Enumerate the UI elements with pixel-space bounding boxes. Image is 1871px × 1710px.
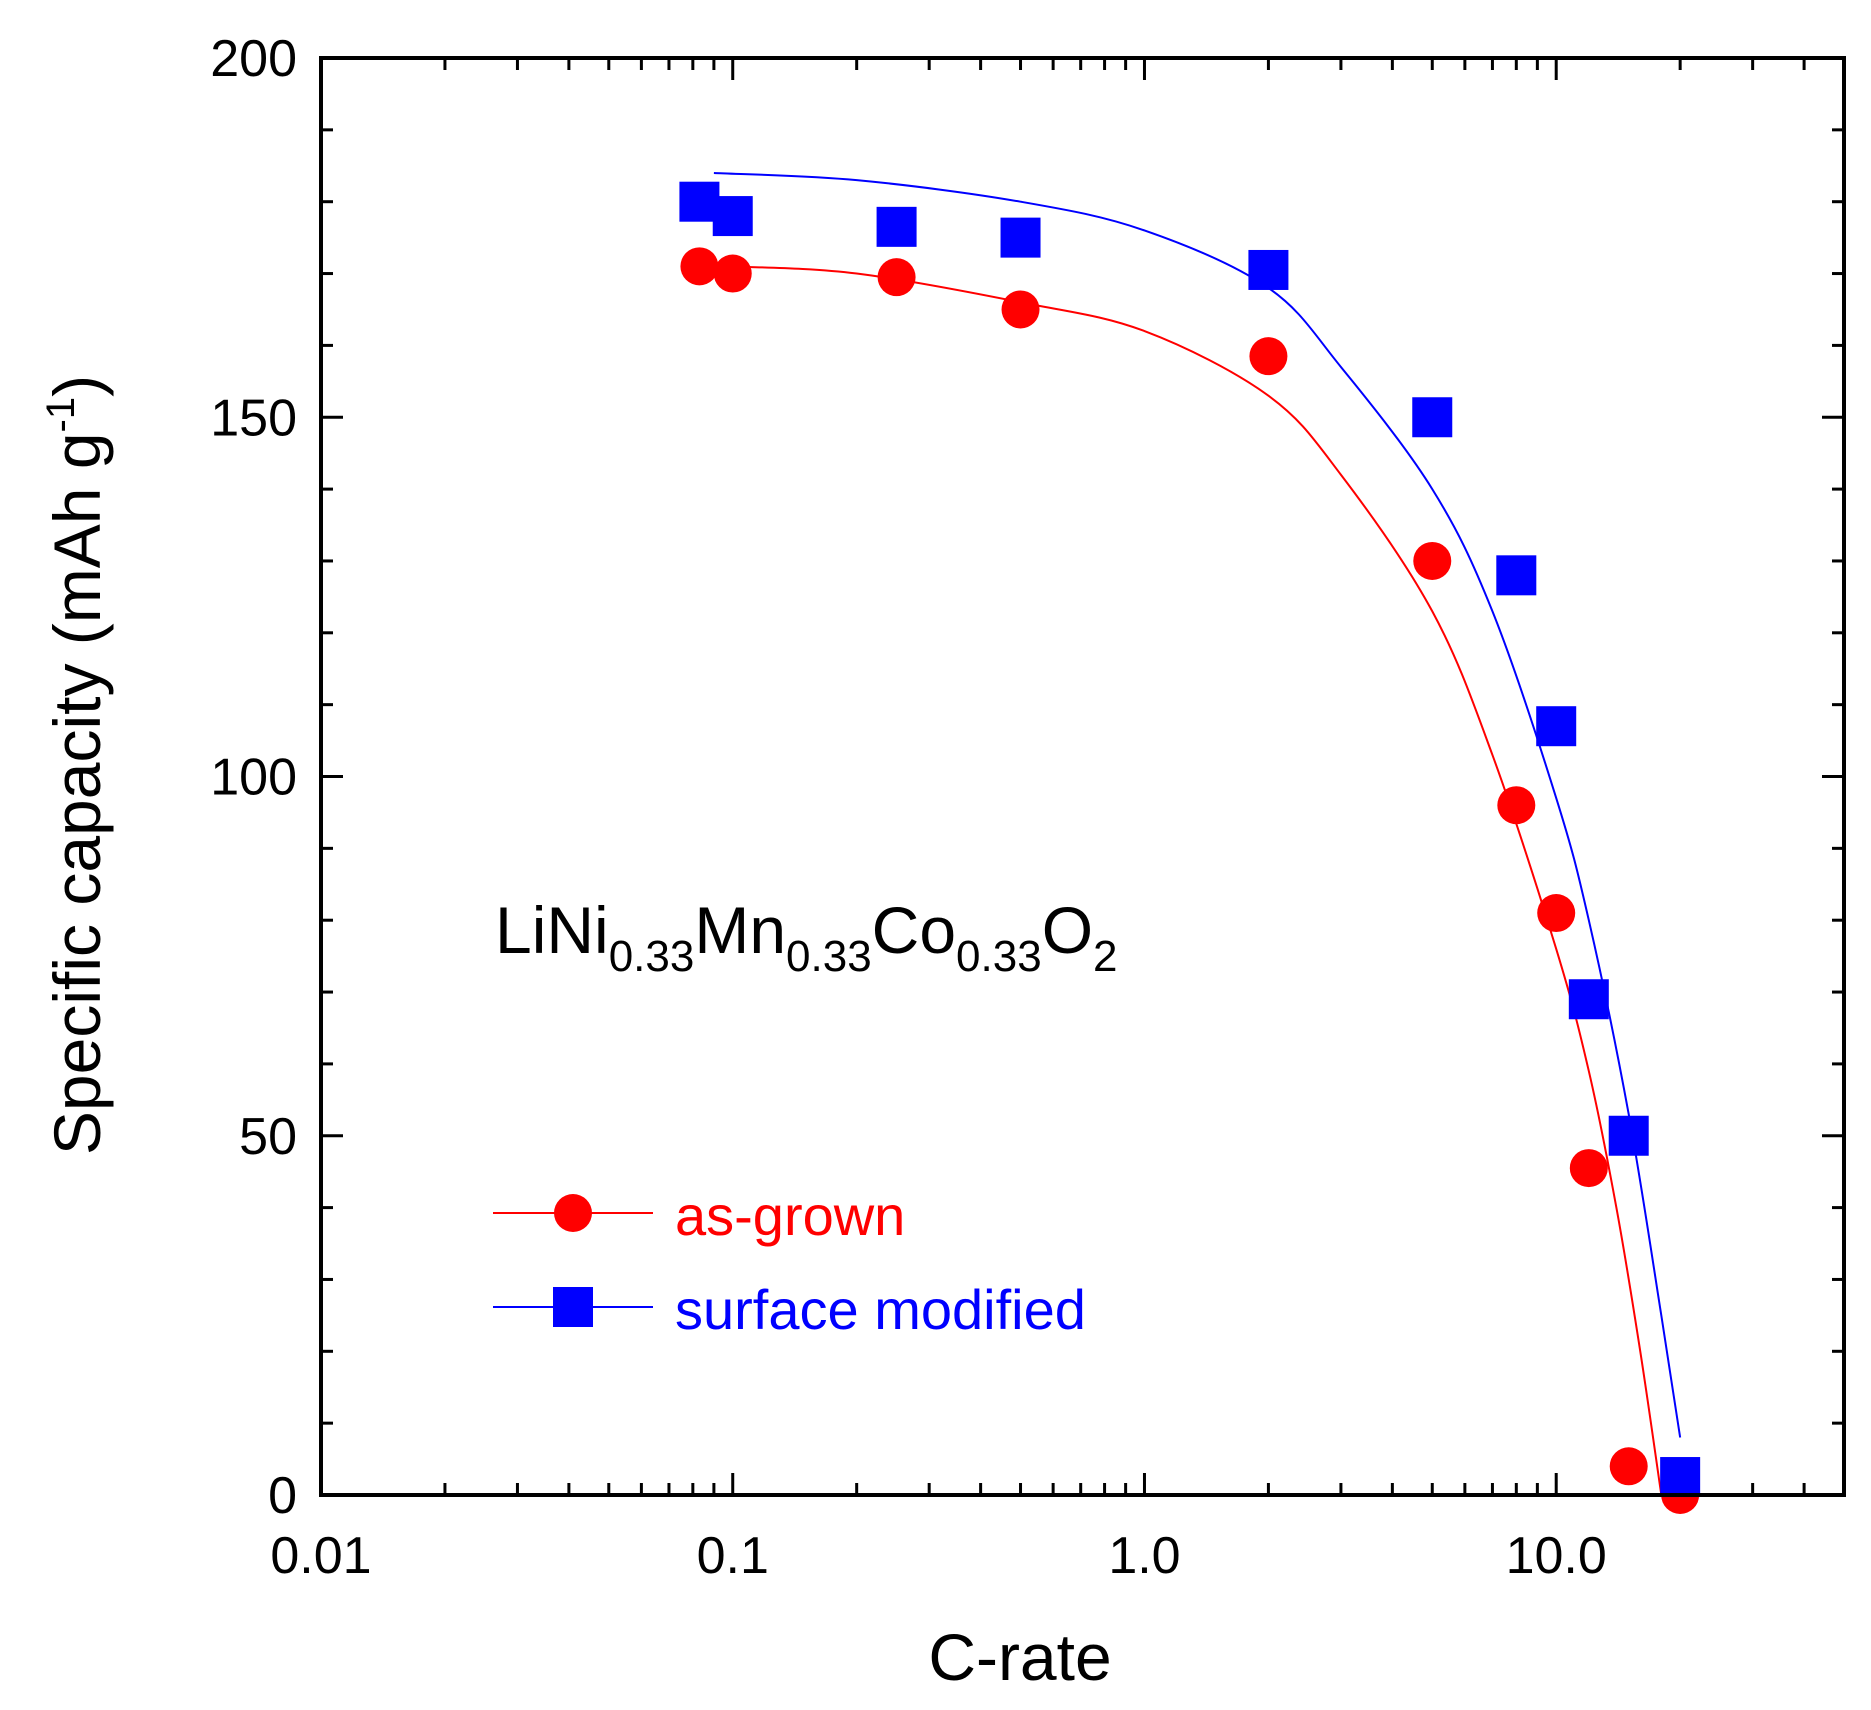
legend-entry-as-grown: as-grown — [493, 1184, 905, 1247]
y-axis-label-close: ) — [40, 375, 114, 397]
data-point-surface-modified — [712, 196, 753, 237]
x-tick-labels: 0.01 0.1 1.0 10.0 — [270, 1527, 1606, 1585]
y-tick-label: 0 — [268, 1467, 297, 1525]
data-point-surface-modified — [1496, 555, 1537, 596]
formula-subscript: 2 — [1093, 932, 1117, 981]
y-axis-label: Specific capacity (mAh g-1) — [39, 375, 114, 1155]
data-points — [679, 181, 1701, 1514]
x-tick-label: 0.01 — [270, 1527, 371, 1585]
data-point-as-grown — [1497, 786, 1536, 825]
y-axis-label-superscript: -1 — [39, 397, 83, 433]
formula-subscript: 0.33 — [609, 932, 695, 981]
legend-label-surface-modified: surface modified — [675, 1278, 1086, 1341]
y-tick-label: 100 — [210, 749, 297, 807]
y-axis-label-main: Specific capacity (mAh g — [40, 432, 114, 1155]
x-axis-label: C-rate — [928, 1620, 1111, 1694]
compound-formula-annotation: LiNi0.33Mn0.33Co0.33O2 — [495, 893, 1118, 981]
y-tick-labels: 0 50 100 150 200 — [210, 30, 297, 1525]
formula-subscript: 0.33 — [956, 932, 1042, 981]
legend-entry-surface-modified: surface modified — [493, 1278, 1086, 1341]
formula-element: Co — [872, 893, 956, 967]
legend-label-as-grown: as-grown — [675, 1184, 905, 1247]
data-point-as-grown — [1001, 290, 1040, 329]
data-point-surface-modified — [1412, 397, 1453, 438]
data-point-surface-modified — [1536, 706, 1577, 747]
data-point-as-grown — [1413, 541, 1452, 580]
formula-element: O — [1042, 893, 1093, 967]
x-tick-label: 1.0 — [1108, 1527, 1180, 1585]
data-point-surface-modified — [1568, 979, 1609, 1020]
y-tick-label: 50 — [239, 1108, 297, 1166]
data-point-as-grown — [1569, 1149, 1608, 1188]
plot-frame — [319, 56, 1846, 1497]
data-point-surface-modified — [876, 206, 917, 247]
data-point-as-grown — [1249, 337, 1288, 376]
formula-element: LiNi — [495, 893, 609, 967]
data-point-surface-modified — [1000, 217, 1041, 258]
formula-element: Mn — [694, 893, 786, 967]
x-tick-label: 10.0 — [1506, 1527, 1607, 1585]
data-point-as-grown — [713, 254, 752, 293]
data-point-as-grown — [680, 247, 719, 286]
x-tick-label: 0.1 — [697, 1527, 769, 1585]
y-tick-label: 150 — [210, 389, 297, 447]
legend-marker-as-grown — [554, 1194, 592, 1232]
data-point-as-grown — [1609, 1447, 1648, 1486]
formula-subscript: 0.33 — [786, 932, 872, 981]
data-point-surface-modified — [1660, 1457, 1701, 1498]
legend-marker-surface-modified — [553, 1287, 593, 1327]
legend: as-grown surface modified — [493, 1184, 1086, 1341]
data-point-surface-modified — [1248, 249, 1289, 290]
data-point-as-grown — [1537, 894, 1576, 933]
y-tick-label: 200 — [210, 30, 297, 88]
data-point-surface-modified — [1608, 1115, 1649, 1156]
data-point-as-grown — [877, 258, 916, 297]
